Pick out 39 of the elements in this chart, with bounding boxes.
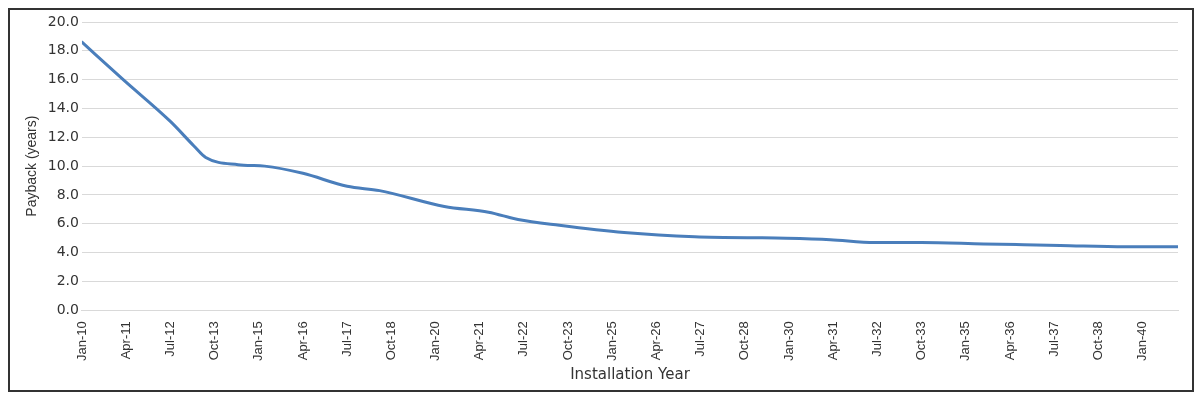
x-tick-label: Jul-27 [692, 321, 708, 357]
x-tick-label: Jan-30 [780, 321, 796, 361]
x-tick-label: Apr-11 [117, 321, 133, 360]
x-tick-label: Jan-10 [73, 321, 89, 361]
x-tick-label: Oct-13 [206, 321, 222, 361]
x-tick-label: Apr-26 [648, 321, 664, 361]
x-tick-label: Jul-22 [515, 321, 531, 357]
x-tick-label: Jul-37 [1045, 321, 1061, 357]
y-tick-label: 10.0 [47, 156, 79, 173]
x-tick-label: Oct-38 [1090, 321, 1106, 361]
x-axis-title: Installation Year [570, 364, 691, 383]
x-tick-label: Oct-33 [913, 321, 929, 361]
x-tick-label: Apr-36 [1001, 321, 1017, 361]
y-tick-label: 0.0 [56, 300, 79, 317]
y-tick-label: 20.0 [47, 12, 79, 29]
y-axis-title: Payback (years) [23, 115, 40, 217]
x-tick-label: Apr-31 [824, 321, 840, 361]
y-tick-label: 14.0 [47, 99, 79, 116]
y-tick-label: 16.0 [47, 70, 79, 87]
x-tick-label: Jan-15 [250, 321, 266, 361]
y-tick-label: 2.0 [56, 272, 79, 289]
x-tick-label: Oct-23 [559, 321, 575, 361]
x-tick-label: Apr-16 [294, 321, 310, 361]
x-tick-label: Oct-28 [736, 321, 752, 361]
y-tick-label: 4.0 [56, 243, 79, 260]
x-tick-label: Apr-21 [471, 321, 487, 361]
x-tick-label: Jul-17 [338, 321, 354, 357]
line-series [81, 40, 1178, 249]
y-tick-label: 8.0 [56, 185, 79, 202]
x-tick-label: Jul-32 [869, 321, 885, 357]
x-tick-label: Jan-25 [603, 321, 619, 361]
y-tick-label: 18.0 [47, 41, 79, 58]
x-tick-label: Jul-12 [161, 321, 177, 357]
y-tick-label: 12.0 [47, 127, 79, 144]
x-tick-label: Jan-20 [427, 321, 443, 361]
x-tick-label: Oct-18 [382, 321, 398, 361]
x-tick-label: Jan-35 [957, 321, 973, 361]
y-tick-label: 6.0 [56, 214, 79, 231]
x-tick-label: Jan-40 [1134, 321, 1150, 361]
